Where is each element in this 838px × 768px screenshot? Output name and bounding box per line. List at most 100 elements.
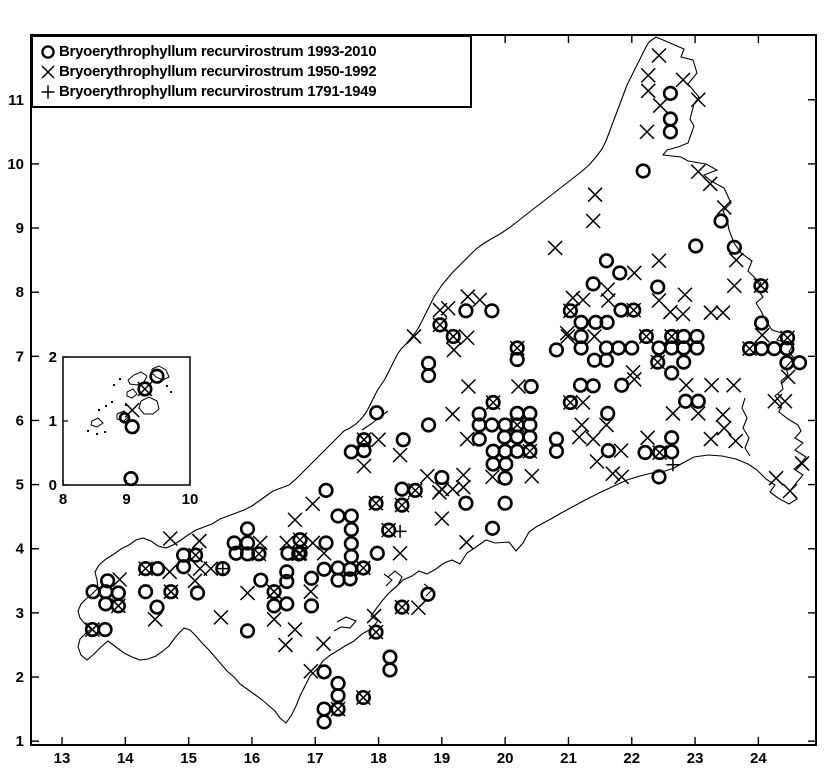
record-marker-circle — [497, 417, 513, 433]
record-marker-circle — [239, 535, 256, 551]
record-marker-x — [547, 240, 563, 256]
record-marker-circle — [637, 444, 653, 461]
record-marker-circle — [330, 675, 346, 692]
island-speck — [104, 431, 106, 433]
record-marker-x — [640, 67, 656, 83]
record-marker-x — [163, 584, 179, 600]
record-marker-x — [460, 378, 476, 395]
island-speck — [87, 430, 89, 432]
record-marker-circle — [342, 571, 358, 587]
x-tick-label: 13 — [54, 750, 71, 767]
record-marker-x — [559, 325, 575, 341]
record-marker-circle — [369, 405, 385, 421]
island-samson — [126, 388, 138, 399]
record-marker-circle — [496, 429, 513, 445]
record-marker-circle — [662, 85, 678, 101]
record-marker-circle — [303, 570, 320, 586]
record-marker-circle — [394, 599, 410, 615]
x-tick-label: 14 — [117, 750, 134, 767]
record-marker-x — [703, 305, 719, 321]
x-tick-label: 22 — [623, 750, 640, 767]
record-marker-x — [650, 354, 666, 370]
record-marker-circle — [343, 508, 359, 524]
record-marker-x — [589, 453, 605, 470]
record-marker-plus — [216, 562, 230, 576]
record-marker-circle — [484, 303, 500, 319]
record-marker-x — [287, 622, 303, 638]
record-marker-x — [768, 470, 784, 486]
record-marker-x — [702, 176, 718, 192]
record-marker-x — [690, 92, 706, 108]
record-marker-circle — [573, 314, 589, 330]
inset-x-tick-label: 9 — [122, 491, 130, 508]
x-tick-label: 23 — [687, 750, 704, 767]
record-marker-x — [741, 341, 758, 357]
record-marker-x — [356, 458, 372, 474]
record-marker-x — [626, 302, 642, 318]
y-tick-label: 6 — [16, 412, 24, 429]
record-marker-x — [191, 533, 207, 549]
record-marker-circle — [624, 340, 640, 356]
record-marker-x — [715, 305, 731, 321]
record-marker-circle — [573, 340, 589, 356]
record-marker-circle — [726, 239, 742, 255]
record-marker-circle — [497, 470, 513, 486]
record-marker-x — [779, 330, 796, 346]
record-marker-x — [613, 443, 629, 459]
record-marker-x — [560, 328, 576, 344]
record-marker-circle — [343, 521, 359, 538]
record-marker-x — [315, 636, 332, 652]
record-marker-x — [192, 561, 208, 577]
record-marker-x — [251, 546, 267, 562]
record-marker-x — [715, 407, 731, 423]
series-x — [84, 47, 810, 717]
record-marker-circle — [239, 623, 256, 639]
inset-x-tick-label: 10 — [182, 491, 199, 508]
record-marker-x — [640, 430, 656, 446]
y-tick-label: 1 — [16, 733, 24, 750]
record-marker-circle — [368, 624, 384, 640]
record-marker-x — [381, 522, 397, 538]
record-marker-circle — [318, 535, 334, 551]
record-marker-plus — [393, 524, 407, 538]
record-marker-circle — [572, 377, 589, 393]
record-marker-x — [640, 83, 656, 99]
record-marker-circle — [471, 406, 487, 422]
record-marker-x — [677, 287, 693, 303]
record-marker-circle — [316, 701, 332, 717]
record-marker-circle — [330, 701, 346, 717]
record-marker-circle — [509, 429, 525, 445]
record-marker-circle — [458, 303, 474, 319]
record-marker-x — [394, 497, 410, 513]
coastline-arrow_a — [383, 573, 393, 587]
record-marker-x — [753, 278, 769, 294]
record-marker-x — [277, 637, 294, 653]
record-marker-circle — [677, 393, 694, 409]
record-marker-x — [419, 468, 435, 484]
record-marker-circle — [330, 688, 346, 704]
record-marker-x — [794, 455, 810, 471]
series-plus — [216, 458, 680, 576]
record-marker-x — [524, 468, 540, 484]
coastline-helford_creek — [333, 616, 357, 632]
record-marker-x — [407, 482, 423, 498]
record-marker-circle — [458, 495, 474, 511]
record-marker-circle — [688, 238, 704, 254]
record-marker-x — [432, 317, 448, 333]
legend-item-1993-2010: Bryoerythrophyllum recurvirostrum 1993-2… — [39, 42, 470, 62]
inset-y-tick-label: 1 — [49, 413, 57, 430]
record-marker-x — [292, 532, 308, 548]
record-marker-x — [316, 545, 332, 561]
record-marker-circle — [356, 432, 372, 448]
record-marker-circle — [368, 495, 384, 511]
island-st_marys — [138, 396, 160, 415]
x-tick-label: 24 — [750, 750, 767, 767]
record-marker-x — [509, 340, 525, 356]
island-speck — [119, 378, 121, 380]
record-marker-circle — [614, 377, 630, 393]
record-marker-circle — [485, 394, 501, 411]
record-marker-x — [777, 393, 793, 409]
record-marker-circle — [189, 585, 206, 601]
record-marker-circle — [330, 560, 346, 576]
x-tick-label: 16 — [244, 750, 261, 767]
